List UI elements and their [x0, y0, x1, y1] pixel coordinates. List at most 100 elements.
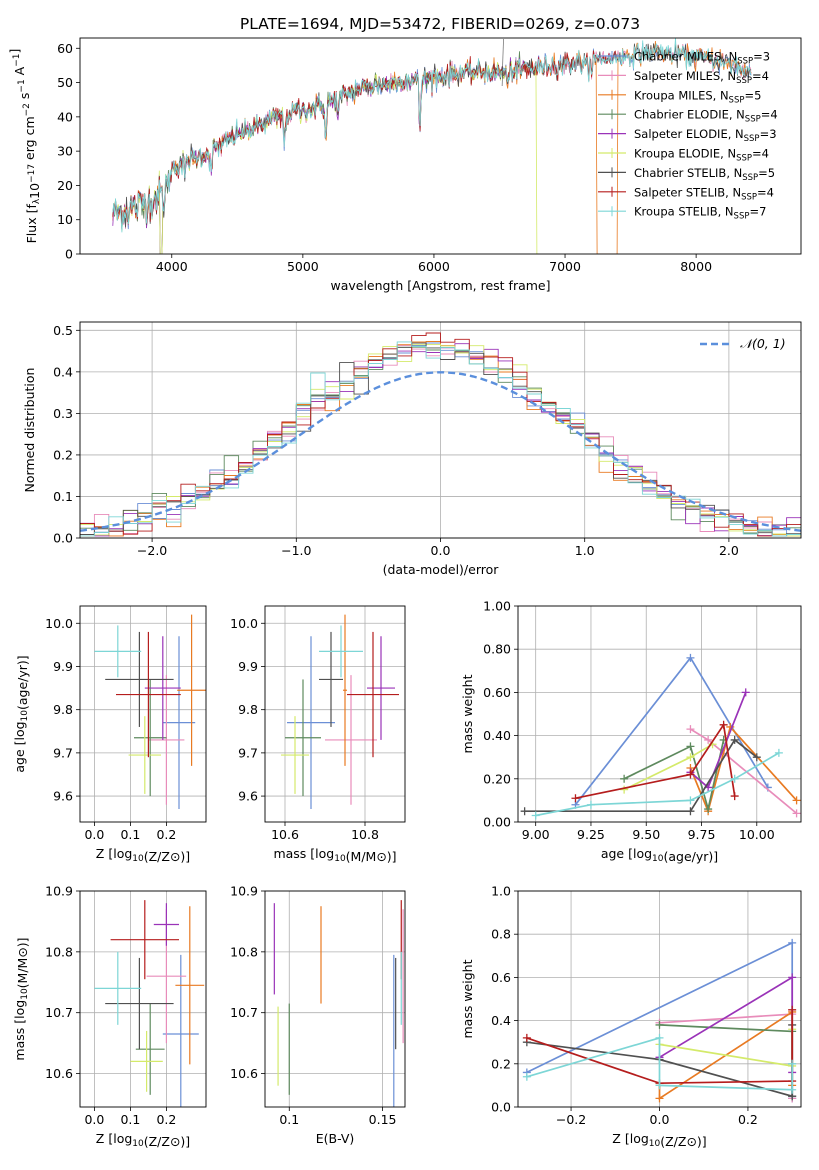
- label-part: (Z/Z⊙)]: [144, 1134, 190, 1149]
- weight-marker: [522, 1072, 531, 1081]
- x-axis-label: age [log10(age/yr)]: [601, 846, 718, 864]
- weight-marker: [686, 753, 695, 762]
- label-part: 10: [27, 183, 42, 199]
- y-tick-label: 0.3: [53, 406, 73, 421]
- weight-line-kroupa-miles: [689, 725, 798, 814]
- label-sub: 10: [132, 854, 144, 864]
- grid: [518, 605, 801, 823]
- grid: [265, 606, 405, 822]
- x-tick-label: 0.0: [84, 827, 104, 842]
- y-axis-label: mass weight: [460, 674, 475, 753]
- weight-marker: [788, 973, 797, 982]
- legend-label-sub: SSP: [745, 115, 761, 125]
- label-part: age [: [601, 846, 633, 861]
- y-tick-label: 10.6: [230, 1066, 258, 1081]
- y-tick-label: 1.0: [491, 884, 511, 899]
- y-tick-label: 0.2: [491, 1056, 511, 1071]
- x-tick-label: 0.0: [431, 543, 451, 558]
- plot-area: [520, 653, 801, 820]
- x-axis-label: (data-model)/error: [383, 562, 500, 577]
- label-sup: −1: [17, 79, 27, 92]
- weight-marker: [788, 938, 797, 947]
- legend-label-sub: SSP: [734, 212, 750, 222]
- weight-marker: [686, 725, 695, 734]
- y-tick-label: 9.6: [53, 789, 73, 804]
- weight-marker: [571, 794, 580, 803]
- label-part: (age/yr)]: [15, 655, 30, 710]
- label-part: (M/M⊙)]: [15, 937, 30, 988]
- spectrum-line-salpeter-stelib: [112, 50, 618, 230]
- legend-label: Chabrier ELODIE, NSSP=4: [634, 108, 778, 125]
- y-tick-label: 9.6: [238, 789, 258, 804]
- weight-marker: [686, 653, 695, 662]
- legend-label-sub: SSP: [741, 192, 757, 202]
- label-part: E(B-V): [316, 1131, 355, 1146]
- weight-marker: [730, 792, 739, 801]
- legend-label: Kroupa ELODIE, NSSP=4: [634, 147, 769, 164]
- y-axis-label: Flux [fλ10−17 erg cm−2 s−1 A−1]: [7, 49, 42, 244]
- weight-line-kroupa-elodie: [659, 1029, 794, 1067]
- legend-label: Salpeter STELIB, NSSP=4: [634, 185, 774, 202]
- legend-label: Kroupa STELIB, NSSP=7: [634, 205, 766, 222]
- plot-area: [94, 614, 206, 810]
- legend-label: Salpeter ELODIE, NSSP=3: [634, 127, 777, 144]
- x-tick-label: 1.0: [575, 543, 595, 558]
- y-tick-label: 10.9: [230, 884, 258, 899]
- label-part: Z [: [612, 1131, 629, 1146]
- label-part: wavelength [Angstrom, rest frame]: [330, 278, 550, 293]
- y-tick-label: 0.60: [483, 685, 511, 700]
- weight-marker: [719, 720, 728, 729]
- label-part: log: [113, 846, 132, 861]
- y-tick-label: 1.00: [483, 599, 511, 614]
- legend-label-sub: SSP: [737, 57, 753, 67]
- weight-line-salpeter-stelib: [526, 1009, 794, 1085]
- y-tick-label: 10.0: [230, 616, 258, 631]
- axes-frame: [264, 605, 406, 823]
- label-sub: 10: [132, 1139, 144, 1149]
- axes-frame: [517, 890, 802, 1108]
- legend-label-tail: =3: [753, 50, 770, 64]
- weight-marker: [730, 735, 739, 744]
- panel-age-vs-Z: 0.0 0.1 0.29.69.79.89.910.0Z [log10(Z/Z⊙)]…: [12, 605, 207, 864]
- y-tick-label: 0.4: [491, 1013, 511, 1028]
- x-tick-label: −2.0: [137, 543, 167, 558]
- legend-label-base: Chabrier ELODIE, N: [634, 108, 745, 122]
- x-axis-label: mass [log10(M/M⊙)]: [273, 846, 396, 864]
- x-tick-label: 9.75: [688, 827, 716, 842]
- x-tick-label: 0.2: [156, 827, 176, 842]
- y-tick-label: 0.0: [491, 1100, 511, 1115]
- histogram-kroupa-stelib: [80, 341, 801, 538]
- panel-weight-vs-age: 9.00 9.25 9.50 9.75 10.00 0.00 0.20 0.40 0.60 0.8…: [460, 599, 802, 864]
- legend-label-tail: =7: [749, 205, 766, 219]
- weight-marker: [774, 748, 783, 757]
- plot-area: [281, 614, 399, 810]
- normal-curve: [80, 371, 801, 532]
- axes-frame: [517, 605, 802, 823]
- y-tick-label: 10.7: [45, 1005, 73, 1020]
- plot-area: [112, 38, 752, 254]
- legend-label-base: Kroupa MILES, N: [634, 88, 729, 102]
- grid: [80, 890, 206, 1107]
- spectrum-line-chabrier-elodie: [112, 51, 540, 254]
- legend-label-base: Salpeter MILES, N: [634, 69, 736, 83]
- legend-label-base: Chabrier STELIB, N: [634, 166, 742, 180]
- spectrum-line-kroupa-stelib: [112, 38, 752, 233]
- weight-line-kroupa-elodie: [623, 743, 714, 791]
- weight-marker: [522, 1033, 531, 1042]
- x-tick-label: 9.25: [577, 827, 605, 842]
- weight-marker: [655, 1081, 664, 1090]
- label-part: A: [12, 66, 27, 79]
- y-tick-label: 0.6: [491, 970, 511, 985]
- x-tick-label: 10.6: [271, 827, 299, 842]
- x-tick-label: 0.0: [84, 1112, 104, 1127]
- x-tick-label: 0.15: [369, 1112, 397, 1127]
- spike: [501, 38, 504, 87]
- legend-label-tail: =5: [758, 166, 775, 180]
- label-part: mass [: [12, 1019, 27, 1061]
- y-axis-label: mass [log10(M/M⊙)]: [12, 937, 30, 1060]
- x-tick-label: 10.8: [351, 827, 379, 842]
- plot-area: [273, 900, 404, 1107]
- x-tick-label: 5000: [287, 259, 319, 274]
- x-axis-label: E(B-V): [316, 1131, 355, 1146]
- x-axis-label: Z [log10(Z/Z⊙)]: [612, 1131, 706, 1149]
